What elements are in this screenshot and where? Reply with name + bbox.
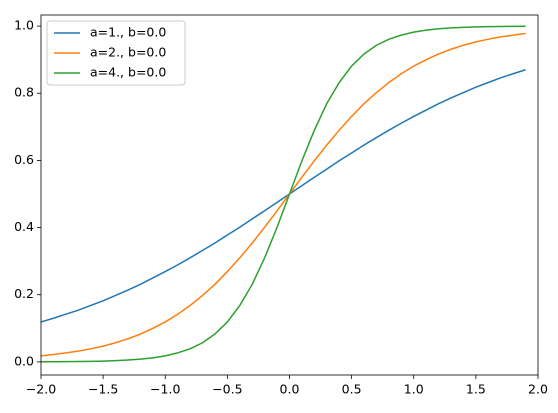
series-line	[40, 69, 526, 323]
y-tick-label: 0.6	[14, 152, 34, 167]
legend-label: a=2., b=0.0	[90, 45, 166, 60]
x-tick-label: −0.5	[212, 382, 242, 397]
x-tick-label: −1.0	[150, 382, 180, 397]
y-tick-label: 0.0	[14, 353, 34, 368]
x-tick-label: 0.0	[280, 382, 300, 397]
plot-frame	[40, 14, 539, 376]
series-line	[40, 25, 526, 363]
x-tick-label: −2.0	[26, 382, 56, 397]
x-tick-label: −1.5	[88, 382, 118, 397]
y-tick-label: 0.8	[14, 85, 34, 100]
legend-box	[46, 20, 186, 86]
x-tick-label: 1.5	[466, 382, 486, 397]
y-tick-label: 0.4	[14, 219, 34, 234]
legend-label: a=1., b=0.0	[90, 25, 166, 40]
x-tick-label: 2.0	[528, 382, 548, 397]
x-tick-label: 0.5	[342, 382, 362, 397]
y-tick-label: 1.0	[14, 18, 34, 33]
y-tick-label: 0.2	[14, 286, 34, 301]
legend-label: a=4., b=0.0	[90, 65, 166, 80]
series-line	[40, 32, 526, 357]
x-tick-label: 1.0	[404, 382, 424, 397]
legend: a=1., b=0.0 a=2., b=0.0 a=4., b=0.0	[46, 20, 186, 86]
